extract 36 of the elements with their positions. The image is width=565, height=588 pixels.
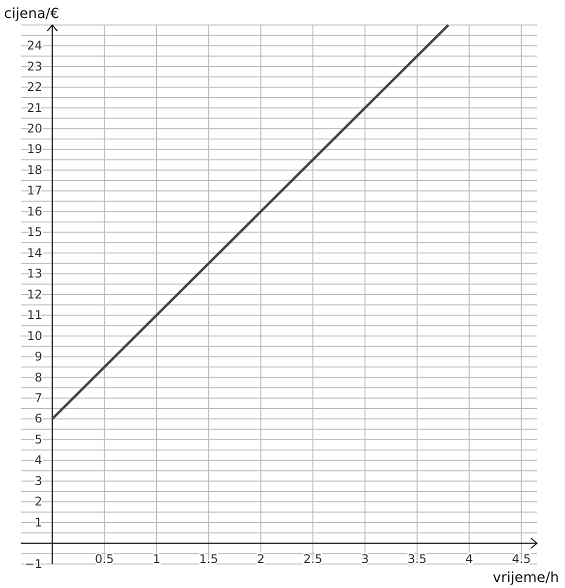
y-tick-label: 22 (26, 80, 42, 94)
y-tick-label: 1 (34, 515, 42, 530)
x-tick-label: 1.5 (199, 552, 218, 566)
y-tick-label: 14 (26, 246, 42, 260)
y-tick-label: 13 (26, 266, 42, 281)
y-tick-label: 3 (34, 474, 42, 488)
y-tick-label: 4 (34, 453, 42, 468)
x-tick-label: 3.5 (408, 552, 427, 566)
y-tick-label: 10 (26, 328, 42, 343)
y-tick-label: 6 (34, 412, 42, 426)
y-tick-label: 21 (26, 100, 42, 115)
x-tick-label: 3 (361, 552, 369, 566)
y-tick-label: 16 (26, 204, 42, 218)
y-tick-label: 17 (26, 184, 42, 198)
y-axis-title: cijena/€ (4, 6, 60, 22)
y-tick-label: 8 (34, 370, 42, 384)
y-tick-label: 24 (26, 38, 42, 53)
y-tick-label: 20 (26, 121, 42, 136)
x-tick-label: 1 (152, 552, 160, 566)
y-tick-label: 9 (34, 350, 42, 364)
x-tick-label: 2 (256, 552, 265, 566)
x-tick-label: 4 (465, 552, 474, 566)
y-tick-label: 23 (26, 59, 42, 74)
x-tick-label: 0.5 (94, 552, 114, 566)
y-tick-label: −1 (24, 556, 42, 571)
x-tick-label: 4.5 (512, 552, 531, 566)
y-tick-label: 15 (26, 225, 42, 240)
x-tick-label: 2.5 (303, 552, 322, 566)
y-tick-label: 7 (34, 390, 42, 405)
y-tick-label: 18 (26, 162, 42, 177)
y-tick-label: 12 (26, 287, 42, 302)
y-tick-label: 5 (34, 432, 42, 446)
y-tick-label: 11 (26, 308, 42, 322)
y-tick-label: 19 (26, 142, 42, 156)
y-tick-label: 2 (34, 494, 42, 509)
x-axis-title: vrijeme/h (492, 570, 559, 586)
